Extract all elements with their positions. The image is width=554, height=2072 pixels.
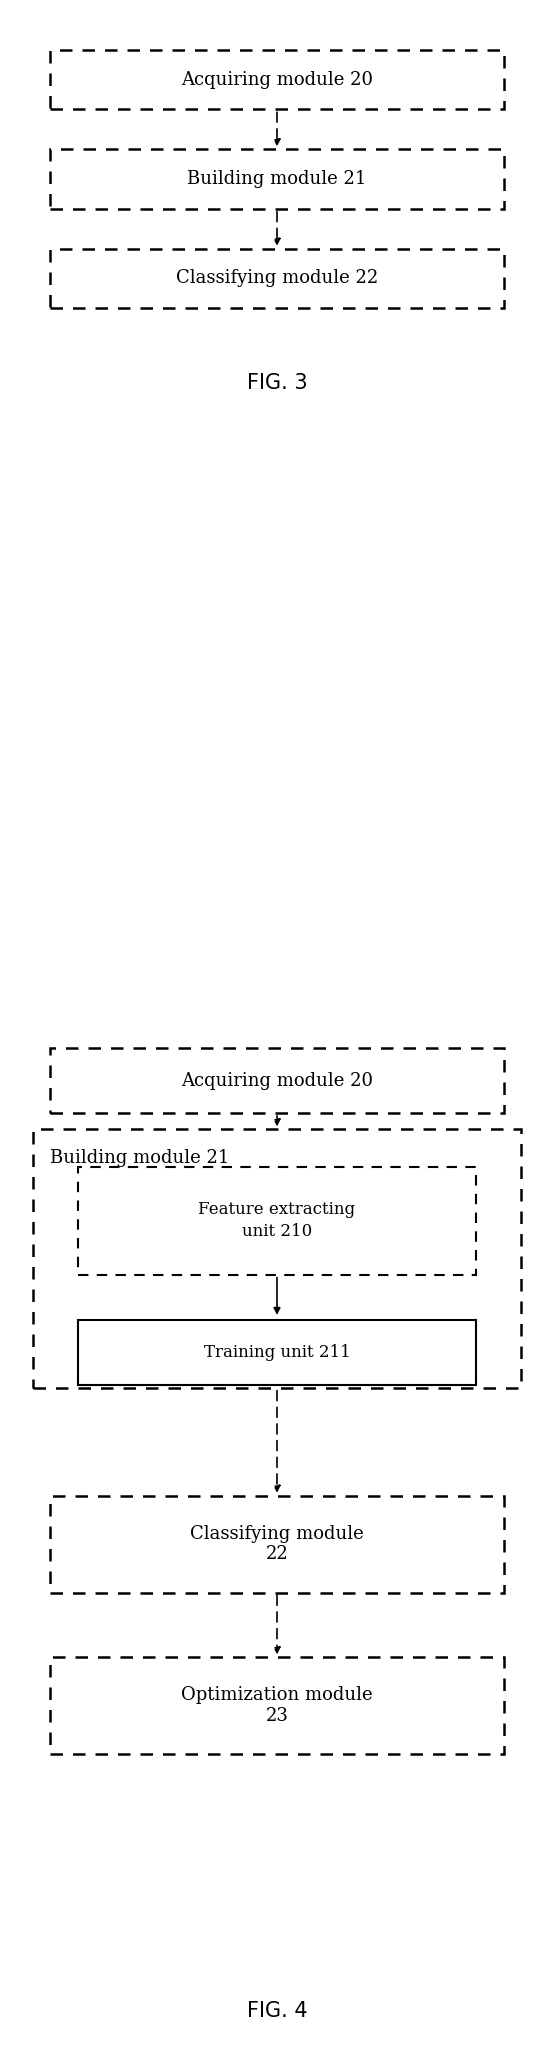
Bar: [50, 1496, 504, 1593]
Text: Optimization module
23: Optimization module 23: [181, 1687, 373, 1726]
Bar: [50, 1048, 504, 1113]
Text: Classifying module
22: Classifying module 22: [190, 1525, 364, 1564]
Text: Building module 21: Building module 21: [187, 170, 367, 189]
Text: FIG. 4: FIG. 4: [247, 2002, 307, 2020]
Bar: [78, 1320, 476, 1384]
Bar: [33, 1129, 521, 1388]
Text: Acquiring module 20: Acquiring module 20: [181, 70, 373, 89]
Text: FIG. 3: FIG. 3: [247, 373, 307, 394]
Text: Feature extracting
unit 210: Feature extracting unit 210: [198, 1202, 356, 1241]
Bar: [50, 249, 504, 309]
Text: Classifying module 22: Classifying module 22: [176, 269, 378, 288]
Bar: [78, 1167, 476, 1274]
Text: Acquiring module 20: Acquiring module 20: [181, 1071, 373, 1090]
Text: Training unit 211: Training unit 211: [204, 1345, 350, 1361]
Bar: [50, 149, 504, 209]
Bar: [50, 50, 504, 110]
Text: Building module 21: Building module 21: [50, 1148, 229, 1167]
Bar: [50, 1658, 504, 1755]
